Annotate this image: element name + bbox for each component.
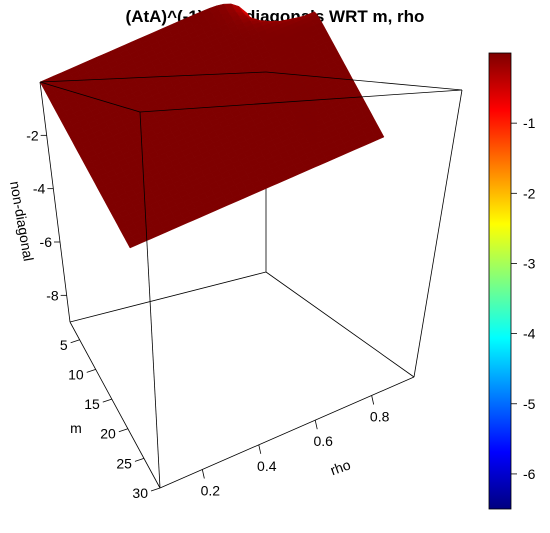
rho-tick-label: 0.6	[313, 433, 333, 449]
z-tick-label: -8	[46, 287, 59, 303]
colorbar-tick-label: -2	[523, 185, 536, 201]
surface-plot	[40, 4, 384, 248]
m-tick-mark	[151, 488, 160, 491]
rho-tick-label: 0.2	[201, 483, 221, 499]
colorbar-tick-label: -5	[523, 396, 536, 412]
m-tick-label: 25	[116, 455, 132, 471]
rho-tick-label: 0.8	[370, 409, 390, 425]
m-tick-mark	[87, 369, 96, 372]
colorbar-tick-label: -6	[523, 466, 536, 482]
m-tick-mark	[71, 340, 80, 343]
m-tick-mark	[103, 399, 112, 402]
colorbar-tick-label: -3	[523, 255, 536, 271]
rho-axis: rho 0.2 0.4 0.6 0.8	[201, 396, 390, 499]
colorbar-tick-label: -4	[523, 326, 536, 342]
rho-tick-mark	[372, 396, 374, 405]
colorbar-tick-label: -1	[523, 115, 536, 131]
rho-axis-label: rho	[328, 456, 353, 478]
z-tick-label: -2	[26, 127, 39, 143]
rho-tick-mark	[315, 420, 317, 429]
m-tick-mark	[119, 429, 128, 432]
z-axis: non-diagonal -2-4-6-8	[7, 127, 67, 303]
rho-tick-label: 0.4	[257, 458, 277, 474]
z-tick-label: -6	[40, 234, 53, 250]
colorbar-gradient	[489, 53, 511, 509]
m-tick-label: 5	[60, 337, 68, 353]
colorbar: -1 -2 -3 -4 -5 -6	[489, 53, 536, 509]
m-tick-mark	[135, 458, 144, 461]
m-tick-label: 10	[68, 366, 84, 382]
m-tick-label: 20	[100, 426, 116, 442]
rho-tick-mark	[259, 445, 261, 454]
z-tick-label: -4	[33, 181, 46, 197]
rho-tick-mark	[202, 470, 204, 479]
m-axis-label: m	[70, 420, 82, 436]
m-tick-label: 30	[132, 485, 148, 501]
m-tick-label: 15	[84, 396, 100, 412]
